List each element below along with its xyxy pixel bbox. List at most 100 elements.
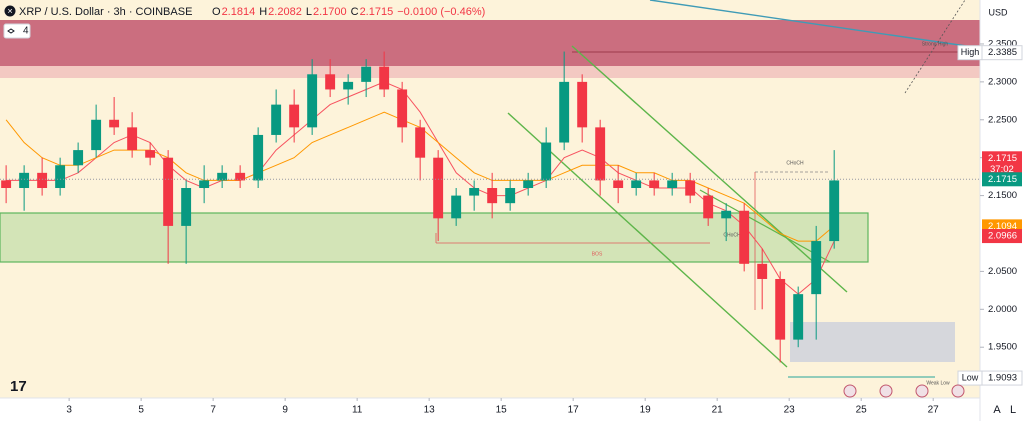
price-tag-name-box [957,370,983,386]
candle-body [37,172,48,189]
target-zone [790,322,955,362]
event-icon[interactable] [951,384,965,398]
x-tick-label: 3 [66,405,72,416]
candle-body [217,172,228,181]
candle-body [91,119,102,151]
candle-body [289,104,300,128]
candle-body [451,195,462,219]
x-tick-label: 7 [210,405,216,416]
channel-line [571,45,848,293]
ohlc-change: −0.0100 (−0.46%) [397,6,485,18]
price-tag-label: 2.1094 [988,221,1017,232]
candle-body [199,180,210,189]
indicator-count: 4 [23,26,29,37]
candle-body [613,180,624,189]
price-tag-label: 1.9093 [988,373,1017,384]
candle-body [379,66,390,90]
symbol-title[interactable]: XRP / U.S. Dollar · 3h · COINBASE [19,6,192,18]
currency-label[interactable]: USD [988,7,1008,17]
indicator-toggle[interactable] [3,23,31,39]
annotation: Strong High [922,41,949,47]
candle-body [235,172,246,181]
x-tick-label: 17 [568,405,580,416]
candle-body [541,142,552,181]
price-tag-name-box [957,45,983,61]
candle-body [649,180,660,189]
x-tick-label: 21 [712,405,724,416]
symbol-icon [4,5,16,17]
ohlc-value: 2.1814 [222,6,256,18]
price-tag-name: High [961,47,980,57]
candle-body [829,180,840,242]
tv-logo: 17 [10,378,27,395]
event-icon[interactable] [915,384,929,398]
price-tag-label: 2.1715 [988,153,1017,164]
event-icon[interactable] [843,384,857,398]
candle-body [433,157,444,219]
candle-body [73,150,84,166]
candle-body [145,150,156,158]
channel-line [507,112,788,368]
price-tag-name: Low [962,372,979,382]
candle-body [595,127,606,181]
x-tick-label: 9 [282,405,288,416]
candle-body [343,81,354,90]
candle-body [811,241,822,295]
y-tick-label: 1.9500 [988,342,1017,353]
y-tick-label: 2.3500 [988,38,1017,49]
countdown: 37:02 [990,164,1014,175]
candle-body [1,180,12,189]
candle-body [181,188,192,226]
x-tick-label: 23 [784,405,796,416]
candle-body [307,74,318,128]
candle-body [559,81,570,143]
candle-body [667,180,678,189]
candle-body [361,66,372,82]
ohlc-label: H [259,6,267,18]
candle-body [487,188,498,204]
y-tick-label: 2.3000 [988,76,1017,87]
ohlc-value: 2.2082 [268,6,302,18]
y-tick-label: 2.2500 [988,114,1017,125]
x-tick-label: 13 [424,405,436,416]
candle-body [325,74,336,90]
x-tick-label: 25 [856,405,868,416]
ohlc-value: 2.1715 [360,6,394,18]
price-tag-label: 2.3385 [988,47,1017,58]
x-tick-label: 5 [138,405,144,416]
candle-body [721,210,732,219]
candle-body [775,278,786,340]
eye-icon [7,28,15,34]
candle-body [415,127,426,158]
event-icons [843,384,965,398]
supply-zone-edge [0,66,980,78]
price-tag [982,229,1022,244]
candle-body [253,134,264,181]
x-tick-label: 15 [496,405,508,416]
annotation: CHoCH [723,232,741,238]
x-tick-label: 19 [640,405,652,416]
y-tick-label: 2.0500 [988,266,1017,277]
price-tag-label: 2.1715 [988,174,1017,185]
symbol-icon-mark: ✕ [7,8,13,15]
candle-body [505,188,516,204]
annotation: CHoCH [786,160,804,166]
annotation: BOS [592,251,603,257]
event-icon[interactable] [879,384,893,398]
ohlc-label: C [351,6,359,18]
moving-average [6,81,835,295]
annotation: Weak Low [926,380,950,386]
candle-body [127,127,138,151]
scale-button[interactable]: A [993,404,1001,416]
scale-button[interactable]: L [1010,404,1016,416]
candle-body [109,119,120,128]
candle-body [757,263,768,279]
candle-body [577,81,588,128]
y-tick-label: 2.1500 [988,190,1017,201]
ohlc-label: O [212,6,221,18]
supply-zone [0,20,980,66]
candle-body [523,180,534,189]
projection-line [904,0,966,94]
candle-body [55,165,66,189]
